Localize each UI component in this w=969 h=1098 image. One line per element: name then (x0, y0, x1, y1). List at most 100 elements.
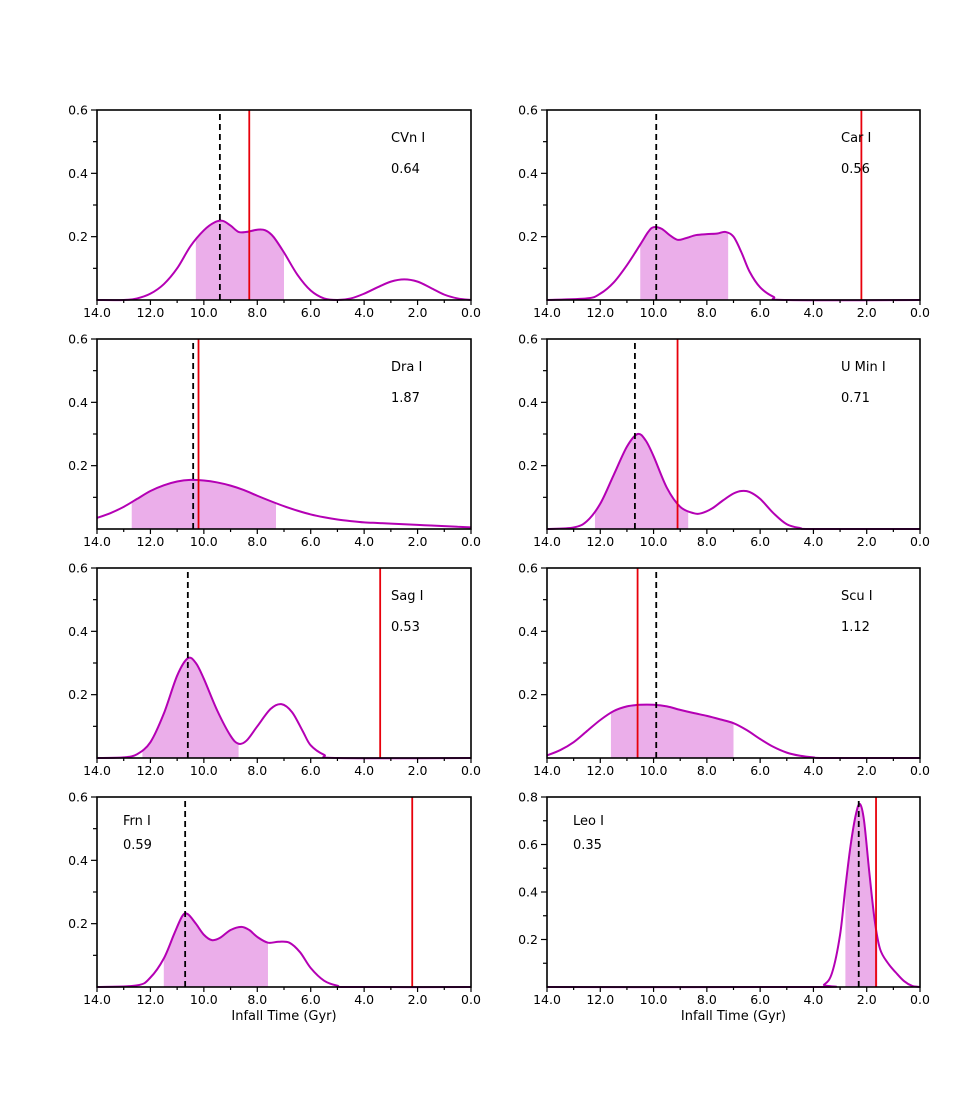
y-tick-label: 0.4 (68, 853, 88, 868)
x-tick-label: 6.0 (301, 534, 321, 549)
x-tick-label: 10.0 (190, 763, 218, 778)
x-tick-label: 12.0 (137, 534, 165, 549)
shaded-interval (131, 479, 276, 529)
x-tick-label: 6.0 (301, 305, 321, 320)
panel-u-min-i: 14.0 12.0 10.0 8.0 6.0 4.0 2.0 0.0 0.2 0.4 0.6 U Mi… (518, 332, 930, 550)
galaxy-name: Car I (841, 131, 871, 146)
galaxy-name: Leo I (573, 814, 604, 829)
galaxy-value: 0.71 (841, 391, 870, 406)
x-tick-label: 12.0 (137, 305, 165, 320)
x-tick-label: 8.0 (697, 992, 717, 1007)
x-tick-label: 12.0 (586, 534, 614, 549)
shaded-interval (594, 433, 689, 529)
galaxy-value: 0.56 (841, 162, 870, 177)
x-tick-label: 10.0 (640, 763, 668, 778)
x-tick-label: 14.0 (533, 534, 561, 549)
galaxy-name: Sag I (391, 589, 423, 604)
kde-curve (546, 703, 921, 760)
galaxy-value: 0.59 (123, 838, 152, 853)
x-tick-label: 6.0 (750, 305, 770, 320)
x-tick-label: 4.0 (354, 305, 374, 320)
x-tick-label: 0.0 (910, 534, 930, 549)
x-tick-label: 14.0 (83, 534, 111, 549)
kde-curve (546, 432, 921, 531)
x-axis-label: Infall Time (Gyr) (231, 1009, 336, 1024)
y-tick-label: 0.4 (68, 395, 88, 410)
x-tick-label: 8.0 (697, 534, 717, 549)
x-tick-label: 4.0 (354, 763, 374, 778)
x-tick-label: 12.0 (586, 305, 614, 320)
y-tick-label: 0.2 (518, 932, 538, 947)
galaxy-name: U Min I (841, 360, 886, 375)
y-tick-label: 0.2 (518, 229, 538, 244)
y-tick-label: 0.2 (68, 229, 88, 244)
x-tick-label: 14.0 (83, 305, 111, 320)
axes-frame (96, 796, 472, 988)
panel-frn-i: 14.0 12.0 10.0 8.0 6.0 4.0 2.0 0.0 0.2 0.4 0.6 Frn … (68, 790, 481, 1025)
x-tick-label: 6.0 (750, 992, 770, 1007)
galaxy-value: 0.35 (573, 838, 602, 853)
x-tick-label: 6.0 (750, 763, 770, 778)
x-tick-label: 10.0 (190, 534, 218, 549)
galaxy-value: 0.64 (391, 162, 420, 177)
x-tick-label: 2.0 (857, 992, 877, 1007)
x-tick-label: 14.0 (533, 763, 561, 778)
x-tick-label: 10.0 (190, 305, 218, 320)
x-tick-label: 10.0 (640, 992, 668, 1007)
x-tick-label: 2.0 (408, 763, 428, 778)
x-tick-label: 2.0 (408, 534, 428, 549)
y-tick-label: 0.2 (68, 916, 88, 931)
galaxy-value: 0.53 (391, 620, 420, 635)
kde-curve (96, 656, 472, 760)
y-tick-label: 0.4 (518, 885, 538, 900)
x-tick-label: 0.0 (461, 534, 481, 549)
x-tick-label: 2.0 (408, 305, 428, 320)
panel-leo-i: 14.0 12.0 10.0 8.0 6.0 4.0 2.0 0.0 0.2 0.4 0.6 0.8 L… (518, 790, 930, 1025)
x-tick-label: 14.0 (533, 992, 561, 1007)
y-tick-label: 0.6 (518, 837, 538, 852)
galaxy-name: Frn I (123, 814, 151, 829)
y-tick-label: 0.4 (518, 624, 538, 639)
kde-curve (546, 226, 921, 302)
kde-curve (96, 219, 472, 302)
x-tick-label: 0.0 (461, 305, 481, 320)
x-tick-label: 14.0 (533, 305, 561, 320)
x-tick-label: 4.0 (354, 534, 374, 549)
x-tick-label: 12.0 (586, 763, 614, 778)
y-tick-label: 0.6 (68, 790, 88, 805)
x-tick-label: 12.0 (137, 763, 165, 778)
x-tick-label: 4.0 (803, 992, 823, 1007)
x-tick-label: 10.0 (640, 305, 668, 320)
shaded-interval (142, 657, 239, 758)
y-tick-label: 0.6 (518, 332, 538, 347)
y-tick-label: 0.8 (518, 790, 538, 805)
panel-car-i: 14.0 12.0 10.0 8.0 6.0 4.0 2.0 0.0 0.2 0.4 0.6 Car … (518, 103, 930, 321)
x-tick-label: 2.0 (857, 534, 877, 549)
galaxy-name: Scu I (841, 589, 873, 604)
shaded-interval (163, 913, 268, 987)
x-tick-label: 0.0 (910, 992, 930, 1007)
x-tick-label: 0.0 (910, 305, 930, 320)
x-tick-label: 14.0 (83, 992, 111, 1007)
x-tick-label: 14.0 (83, 763, 111, 778)
y-tick-label: 0.2 (518, 458, 538, 473)
y-tick-label: 0.6 (68, 561, 88, 576)
x-tick-label: 4.0 (803, 305, 823, 320)
x-tick-label: 4.0 (803, 763, 823, 778)
x-tick-label: 0.0 (461, 992, 481, 1007)
x-tick-label: 12.0 (137, 992, 165, 1007)
x-tick-label: 2.0 (857, 763, 877, 778)
y-tick-label: 0.2 (68, 687, 88, 702)
x-tick-label: 12.0 (586, 992, 614, 1007)
y-tick-label: 0.6 (68, 332, 88, 347)
shaded-interval (195, 220, 284, 300)
x-tick-label: 8.0 (247, 305, 267, 320)
y-tick-label: 0.6 (68, 103, 88, 118)
x-tick-label: 8.0 (247, 992, 267, 1007)
x-tick-label: 8.0 (697, 305, 717, 320)
x-axis-label: Infall Time (Gyr) (681, 1009, 786, 1024)
kde-curve (96, 478, 472, 529)
y-tick-label: 0.2 (518, 687, 538, 702)
x-tick-label: 4.0 (354, 992, 374, 1007)
x-tick-label: 4.0 (803, 534, 823, 549)
